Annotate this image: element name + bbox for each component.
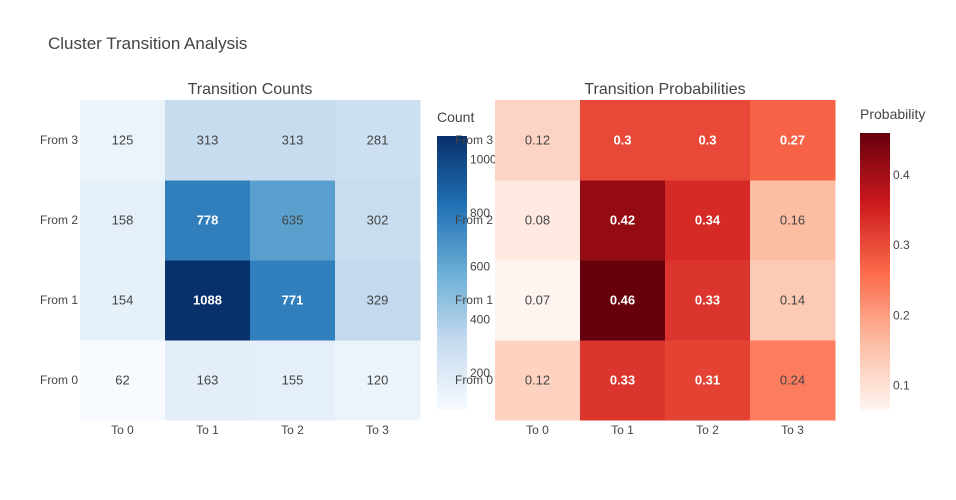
x-tick-label: To 1: [611, 423, 634, 437]
heatmap-cell: [665, 180, 751, 261]
subplot-title: Transition Probabilities: [584, 81, 745, 98]
cell-value-label: 0.14: [780, 293, 805, 308]
cell-value-label: 635: [282, 213, 304, 228]
heatmap-cell: [750, 180, 836, 261]
cell-value-label: 0.16: [780, 213, 805, 228]
colorbar-tick-label: 800: [470, 206, 490, 220]
heatmap-cell: [80, 340, 166, 421]
heatmap-cell: [750, 340, 836, 421]
cell-value-label: 125: [112, 133, 134, 148]
heatmap-cell: [250, 180, 336, 261]
heatmap-cell: [80, 180, 166, 261]
heatmap-cell: [580, 180, 666, 261]
y-tick-label: From 2: [455, 213, 493, 227]
y-tick-label: From 1: [455, 293, 493, 307]
heatmap-cell: [665, 260, 751, 341]
cell-value-label: 771: [282, 293, 304, 308]
cell-value-label: 281: [367, 133, 389, 148]
heatmap-cell: [250, 100, 336, 181]
heatmap-cell: [335, 100, 421, 181]
cell-value-label: 313: [197, 133, 219, 148]
chart-main-title: Cluster Transition Analysis: [48, 34, 248, 53]
heatmap-cell: [495, 180, 581, 261]
cell-value-label: 120: [367, 373, 389, 388]
heatmap-cell: [80, 100, 166, 181]
x-tick-label: To 3: [781, 423, 804, 437]
heatmap-cell: [335, 260, 421, 341]
colorbar-title: Count: [437, 109, 474, 125]
cell-value-label: 154: [112, 293, 134, 308]
colorbar-tick-label: 400: [470, 313, 490, 327]
colorbar-tick-label: 200: [470, 366, 490, 380]
x-tick-label: To 2: [696, 423, 719, 437]
cell-value-label: 0.3: [698, 133, 716, 148]
x-tick-label: To 2: [281, 423, 304, 437]
x-tick-label: To 0: [526, 423, 549, 437]
cell-value-label: 155: [282, 373, 304, 388]
y-tick-label: From 2: [40, 213, 78, 227]
colorbar-tick-label: 0.4: [893, 168, 910, 182]
cell-value-label: 158: [112, 213, 134, 228]
y-tick-label: From 0: [455, 373, 493, 387]
cell-value-label: 0.27: [780, 133, 805, 148]
x-tick-label: To 3: [366, 423, 389, 437]
heatmap-cell: [750, 260, 836, 341]
heatmap-cell: [250, 340, 336, 421]
colorbar-title: Probability: [860, 106, 925, 122]
cell-value-label: 0.12: [525, 133, 550, 148]
colorbar-tick-label: 1000: [470, 153, 497, 167]
heatmap-cell: [335, 180, 421, 261]
cell-value-label: 778: [197, 213, 219, 228]
cell-value-label: 302: [367, 213, 389, 228]
heatmap-cell: [750, 100, 836, 181]
y-tick-label: From 1: [40, 293, 78, 307]
cell-value-label: 313: [282, 133, 304, 148]
heatmap-cell: [665, 340, 751, 421]
heatmap-cell: [495, 260, 581, 341]
cell-value-label: 0.3: [613, 133, 631, 148]
y-tick-label: From 3: [455, 133, 493, 147]
cell-value-label: 62: [115, 373, 129, 388]
heatmap-cell: [250, 260, 336, 341]
colorbar-tick-label: 600: [470, 259, 490, 273]
heatmap-cell: [665, 100, 751, 181]
cell-value-label: 0.33: [610, 373, 635, 388]
heatmap-cell: [165, 260, 251, 341]
y-tick-label: From 0: [40, 373, 78, 387]
cell-value-label: 0.46: [610, 293, 635, 308]
counts-heatmap-panel: Transition Counts 62 163 155 120 154 1088 771 32…: [40, 81, 497, 437]
cell-value-label: 0.12: [525, 373, 550, 388]
colorbar: [860, 133, 890, 410]
x-tick-label: To 0: [111, 423, 134, 437]
heatmap-cell: [165, 340, 251, 421]
subplot-title: Transition Counts: [188, 81, 313, 98]
heatmap-cell: [580, 340, 666, 421]
colorbar-tick-label: 0.1: [893, 378, 910, 392]
y-tick-label: From 3: [40, 133, 78, 147]
heatmap-cell: [165, 180, 251, 261]
cell-value-label: 0.31: [695, 373, 720, 388]
heatmap-cell: [495, 340, 581, 421]
cell-value-label: 329: [367, 293, 389, 308]
cell-value-label: 0.33: [695, 293, 720, 308]
heatmap-cell: [495, 100, 581, 181]
cell-value-label: 0.34: [695, 213, 721, 228]
cell-value-label: 0.24: [780, 373, 805, 388]
heatmap-cell: [165, 100, 251, 181]
heatmap-cell: [80, 260, 166, 341]
heatmap-cell: [580, 260, 666, 341]
colorbar-tick-label: 0.2: [893, 308, 910, 322]
heatmap-cell: [580, 100, 666, 181]
cell-value-label: 0.42: [610, 213, 635, 228]
cell-value-label: 1088: [193, 293, 222, 308]
heatmap-cell: [335, 340, 421, 421]
colorbar: [437, 136, 467, 410]
cell-value-label: 0.07: [525, 293, 550, 308]
x-tick-label: To 1: [196, 423, 219, 437]
colorbar-tick-label: 0.3: [893, 238, 910, 252]
cell-value-label: 163: [197, 373, 219, 388]
cell-value-label: 0.08: [525, 213, 550, 228]
